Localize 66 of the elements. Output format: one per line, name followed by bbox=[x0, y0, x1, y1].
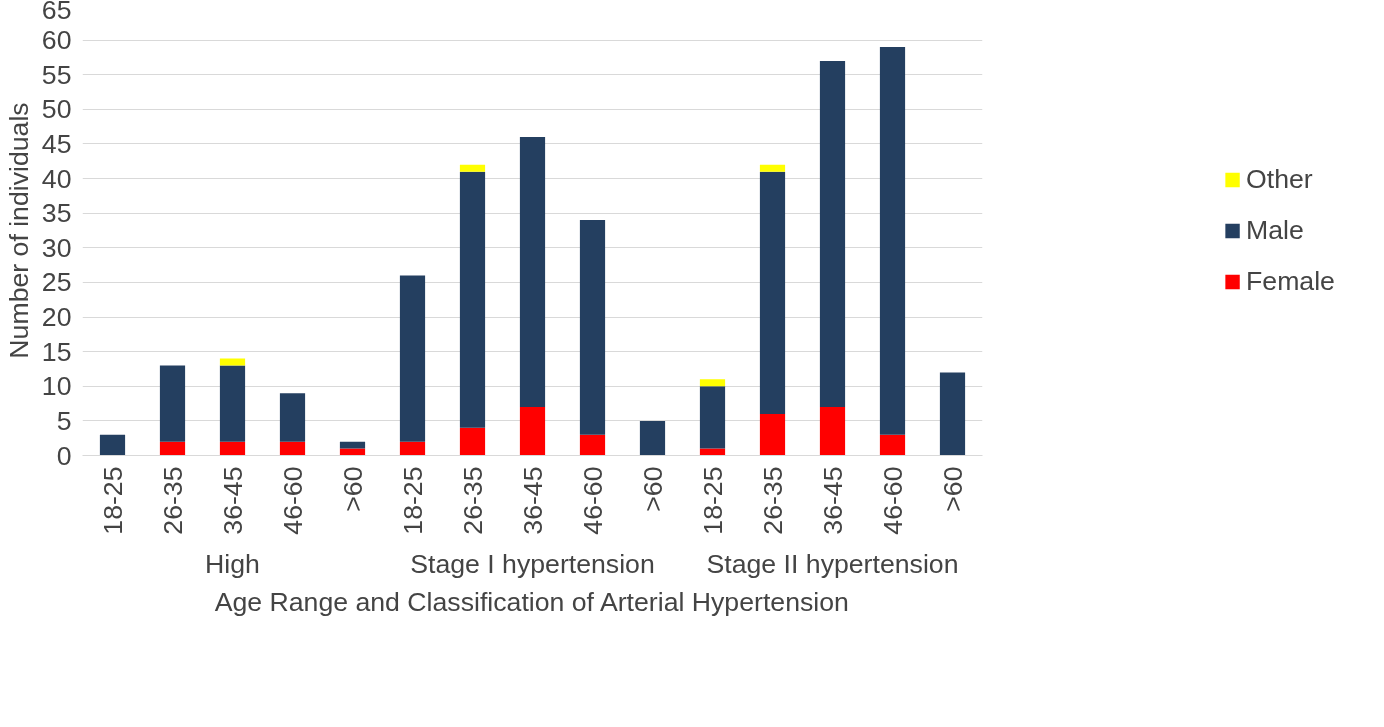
y-axis-title: Number of individuals bbox=[3, 102, 34, 359]
y-tick-label: 45 bbox=[41, 128, 72, 159]
x-tick-label: 18-25 bbox=[97, 466, 128, 535]
y-tick-label: 25 bbox=[41, 267, 72, 298]
bar bbox=[219, 365, 246, 442]
bar bbox=[759, 171, 786, 414]
y-tick-label: 10 bbox=[41, 371, 72, 402]
bar bbox=[519, 137, 546, 408]
bar bbox=[279, 441, 306, 456]
x-tick-label: 36-45 bbox=[817, 466, 848, 535]
bar bbox=[159, 365, 186, 442]
y-tick-label: 0 bbox=[56, 440, 72, 471]
bar bbox=[699, 379, 726, 387]
bar bbox=[879, 434, 906, 456]
y-tick-label: 55 bbox=[41, 59, 72, 90]
bar bbox=[459, 164, 486, 172]
x-tick-label: >60 bbox=[937, 466, 968, 512]
bar bbox=[399, 441, 426, 456]
x-tick-label: >60 bbox=[637, 466, 668, 512]
y-tick-label: 30 bbox=[41, 232, 72, 263]
bar bbox=[639, 420, 666, 456]
bar bbox=[519, 407, 546, 456]
bar bbox=[219, 441, 246, 456]
x-tick-label: 26-35 bbox=[457, 466, 488, 535]
x-tick-label: 26-35 bbox=[757, 466, 788, 535]
bar bbox=[939, 372, 966, 456]
y-tick-label: 20 bbox=[41, 302, 72, 333]
bar bbox=[819, 60, 846, 408]
y-tick-label: 65 bbox=[41, 0, 72, 25]
bar bbox=[279, 393, 306, 442]
y-tick-label: 50 bbox=[41, 94, 72, 125]
x-tick-label: 46-60 bbox=[577, 466, 608, 535]
x-tick-label: 46-60 bbox=[277, 466, 308, 535]
text: High bbox=[205, 548, 260, 579]
bar bbox=[159, 441, 186, 456]
bar bbox=[219, 358, 246, 366]
x-axis-title: Age Range and Classification of Arterial Hypertension bbox=[214, 586, 849, 617]
bar bbox=[459, 171, 486, 428]
y-tick-label: 35 bbox=[41, 198, 72, 229]
bar bbox=[819, 407, 846, 456]
bar bbox=[879, 47, 906, 435]
bar bbox=[759, 164, 786, 172]
x-tick-label: 18-25 bbox=[397, 466, 428, 535]
text: Stage I hypertension bbox=[410, 548, 655, 579]
bar bbox=[579, 434, 606, 456]
y-tick-label: 40 bbox=[41, 163, 72, 194]
x-tick-label: 46-60 bbox=[877, 466, 908, 535]
y-tick-label: 15 bbox=[41, 336, 72, 367]
y-tick-label: 5 bbox=[56, 405, 72, 436]
legend-label: Female bbox=[1246, 265, 1335, 297]
bar bbox=[579, 220, 606, 435]
x-tick-label: 18-25 bbox=[697, 466, 728, 535]
legend-label: Male bbox=[1246, 214, 1304, 246]
legend-label: Other bbox=[1246, 163, 1313, 195]
bar bbox=[759, 413, 786, 456]
x-tick-label: >60 bbox=[337, 466, 368, 512]
bar bbox=[459, 427, 486, 456]
bar bbox=[339, 441, 366, 449]
bar bbox=[99, 434, 126, 456]
text: Stage II hypertension bbox=[706, 548, 959, 579]
x-tick-label: 26-35 bbox=[157, 466, 188, 535]
bar bbox=[399, 275, 426, 442]
bar bbox=[699, 386, 726, 449]
x-tick-label: 36-45 bbox=[517, 466, 548, 535]
y-tick-label: 60 bbox=[41, 25, 72, 56]
x-tick-label: 36-45 bbox=[217, 466, 248, 535]
